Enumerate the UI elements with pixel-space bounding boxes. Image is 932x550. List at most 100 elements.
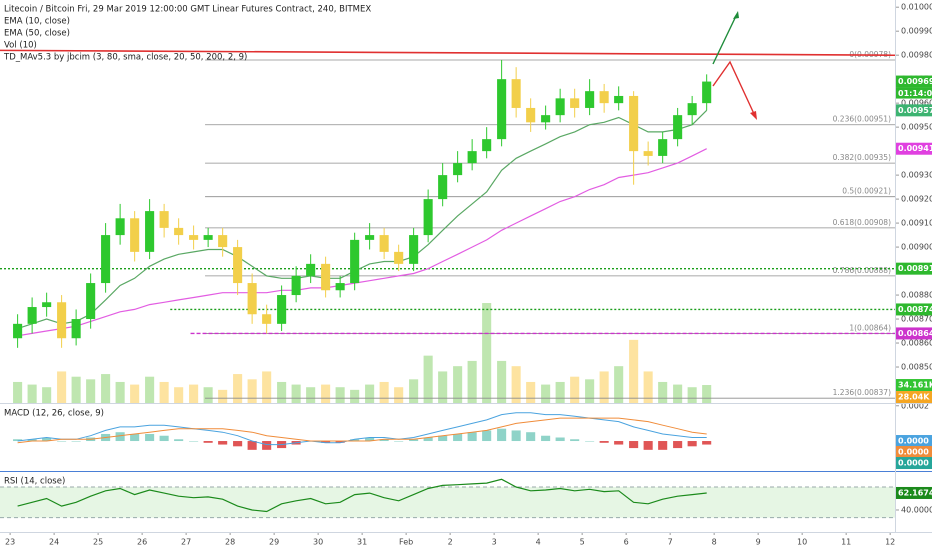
- volume-bar: [101, 374, 111, 403]
- y-tick-label: 0.00860: [901, 339, 932, 348]
- price-tag: [896, 75, 932, 88]
- candle-body: [365, 235, 375, 240]
- volume-bar: [203, 387, 213, 403]
- candle-body: [203, 235, 213, 240]
- price-tag-label: 0.0000: [898, 437, 929, 446]
- macd-hist: [643, 441, 653, 450]
- volume-bar: [467, 360, 477, 403]
- candle-body: [467, 151, 477, 164]
- y-tick-label: 0.00870: [901, 315, 932, 324]
- volume-bar: [526, 381, 536, 403]
- y-tick-label: 0.00990: [901, 27, 932, 36]
- macd-hist: [394, 441, 404, 442]
- volume-bar: [291, 384, 301, 403]
- volume-bar: [423, 355, 433, 403]
- chart-title: Litecoin / Bitcoin Fri, 29 Mar 2019 12:0…: [4, 5, 371, 15]
- candle-body: [145, 211, 155, 252]
- candle-body: [277, 295, 287, 324]
- y-tick-label: 0.01000: [901, 3, 932, 12]
- x-tick-label: 3: [492, 538, 497, 547]
- x-tick-label: 10: [797, 538, 807, 547]
- macd-hist: [218, 441, 228, 445]
- macd-hist: [247, 441, 257, 450]
- candle-body: [101, 235, 111, 284]
- volume-bar: [365, 384, 375, 403]
- macd-hist: [673, 441, 683, 449]
- volume-bar: [174, 387, 184, 403]
- y-tick-label: 0.00880: [901, 291, 932, 300]
- macd-hist: [27, 439, 37, 442]
- volume-bar: [159, 381, 169, 403]
- y-tick-label: 0.00900: [901, 243, 932, 252]
- candle-body: [614, 95, 624, 104]
- price-tag: [896, 457, 932, 470]
- volume-bar: [658, 381, 668, 403]
- x-tick-label: 23: [5, 538, 15, 547]
- price-tag-label: 34.161K: [898, 381, 932, 390]
- rsi-band: [0, 486, 895, 518]
- candle-body: [585, 91, 595, 108]
- macd-hist: [570, 439, 580, 442]
- macd-hist: [614, 441, 624, 445]
- volume-bar: [189, 384, 199, 403]
- resistance-line: [0, 49, 896, 56]
- arrow-down: [712, 60, 756, 117]
- macd-hist: [467, 432, 477, 442]
- macd-hist: [629, 441, 639, 449]
- volume-bar: [409, 379, 419, 403]
- candle-body: [13, 323, 23, 339]
- macd-hist: [115, 432, 125, 442]
- macd-hist: [57, 441, 67, 442]
- price-tag: [896, 379, 932, 392]
- y-tick-label: 0.00910: [901, 219, 932, 228]
- candle-body: [687, 103, 697, 116]
- volume-bar: [570, 376, 580, 403]
- candle-body: [526, 107, 536, 123]
- volume-bar: [27, 384, 37, 403]
- volume-bar: [438, 371, 448, 403]
- macd-hist: [42, 437, 52, 442]
- macd-hist: [702, 441, 712, 445]
- candle-body: [423, 199, 433, 236]
- macd-hist: [130, 433, 140, 442]
- volume-bar: [306, 387, 316, 403]
- y-tick-label: 0.00960: [901, 99, 932, 108]
- macd-hist: [350, 439, 360, 442]
- signal-line: [17, 417, 707, 444]
- price-tag-label: 0.00864: [898, 329, 932, 338]
- price-tag: [896, 486, 932, 499]
- arrow-head: [750, 111, 757, 120]
- macd-hist: [189, 441, 199, 442]
- candle-body: [394, 251, 404, 264]
- arrow-up: [712, 15, 737, 65]
- candle-body: [438, 175, 448, 200]
- legend-entry: EMA (50, close): [4, 29, 70, 39]
- volume-bar: [673, 384, 683, 403]
- volume-bar: [262, 371, 272, 403]
- macd-hist: [555, 437, 565, 442]
- macd-hist: [599, 441, 609, 443]
- volume-bar: [321, 384, 331, 403]
- volume-bar: [130, 384, 140, 403]
- price-tag-label: 0.00874: [898, 305, 932, 314]
- macd-hist: [526, 432, 536, 442]
- y-tick-label: 0.00950: [901, 123, 932, 132]
- candle-body: [218, 235, 228, 248]
- fib-label: 0.618(0.00908): [833, 218, 891, 227]
- macd-hist: [482, 430, 492, 442]
- pane-title: RSI (14, close): [4, 477, 65, 487]
- macd-hist: [233, 441, 243, 447]
- volume-bar: [13, 381, 23, 403]
- macd-hist: [203, 441, 213, 443]
- candle-body: [570, 98, 580, 108]
- macd-hist: [365, 437, 375, 442]
- price-tag: [896, 391, 932, 404]
- candle-body: [159, 211, 169, 228]
- candle-body: [497, 79, 507, 140]
- price-tag-label: 0.00941: [898, 144, 932, 153]
- candle-body: [321, 263, 331, 291]
- candle-body: [511, 79, 521, 108]
- volume-bar: [145, 376, 155, 403]
- fib-label: 1(0.00864): [849, 323, 891, 332]
